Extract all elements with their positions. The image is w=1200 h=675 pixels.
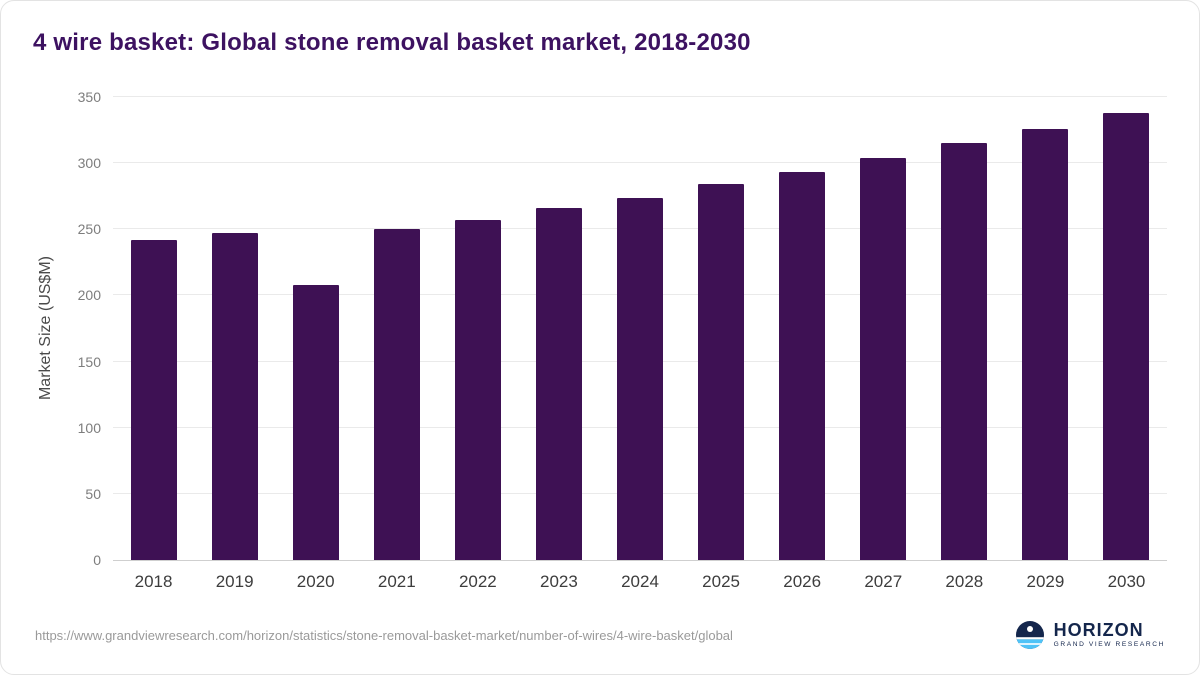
gridline <box>113 96 1167 97</box>
x-tick-label: 2018 <box>134 572 173 591</box>
bar-2029 <box>1022 128 1069 560</box>
bar-2028 <box>941 143 988 560</box>
bar-2023 <box>535 208 582 560</box>
x-tick-label: 2023 <box>540 572 578 591</box>
y-tick-label: 150 <box>77 353 101 370</box>
bar-column <box>437 97 518 560</box>
y-axis-label: Market Size (US$M) <box>37 256 54 401</box>
bar-column <box>762 97 843 560</box>
x-tick-label: 2029 <box>1026 572 1065 591</box>
logo-title: HORIZON <box>1053 620 1144 641</box>
logo-subtitle: GRAND VIEW RESEARCH <box>1053 641 1165 649</box>
y-axis-title-wrap: Market Size (US$M) <box>31 97 61 560</box>
bar-column <box>275 97 356 560</box>
bar-column <box>1005 97 1086 560</box>
bars-row <box>113 97 1167 560</box>
horizon-globe-icon <box>1015 620 1045 650</box>
bar-2021 <box>373 229 420 560</box>
y-tick-label: 50 <box>85 485 101 502</box>
source-url: https://www.grandviewresearch.com/horizo… <box>35 627 733 643</box>
bar-2025 <box>698 184 745 560</box>
logo-text: HORIZON GRAND VIEW RESEARCH <box>1054 621 1165 649</box>
x-tick-label: 2028 <box>945 572 984 591</box>
bar-2022 <box>454 220 501 560</box>
footer: https://www.grandviewresearch.com/horizo… <box>31 620 1167 654</box>
x-tick-label: 2019 <box>215 572 254 591</box>
bar-column <box>599 97 680 560</box>
x-tick-label: 2030 <box>1107 572 1146 591</box>
y-tick-label: 350 <box>77 89 101 105</box>
bar-2020 <box>292 284 339 560</box>
y-tick-label: 200 <box>77 287 101 304</box>
bar-column <box>681 97 762 560</box>
bar-column <box>518 97 599 560</box>
bar-column <box>843 97 924 560</box>
gridline <box>113 162 1167 164</box>
y-tick-labels: 0 50 100 150 200 250 300 350 <box>61 89 113 568</box>
bar-2030 <box>1103 112 1150 560</box>
bar-column <box>924 97 1005 560</box>
horizon-logo: HORIZON GRAND VIEW RESEARCH <box>1015 620 1165 650</box>
bar-2019 <box>211 233 258 560</box>
plot-area <box>113 96 1167 561</box>
bar-2026 <box>779 172 826 560</box>
bar-column <box>194 97 275 560</box>
x-tick-label: 2020 <box>296 572 335 591</box>
y-tick-label: 0 <box>93 552 101 568</box>
x-tick-label: 2027 <box>864 572 903 591</box>
bar-column <box>356 97 437 560</box>
bar-column <box>1086 97 1167 560</box>
bar-2027 <box>860 157 907 560</box>
chart-title: 4 wire basket: Global stone removal bask… <box>33 29 751 56</box>
x-tick-label: 2025 <box>702 572 740 591</box>
bar-2018 <box>130 239 177 560</box>
bar-chart: Market Size (US$M) 0 50 100 150 200 250 300 350 <box>31 89 1167 568</box>
y-tick-label: 300 <box>77 155 101 172</box>
x-tick-label: 2026 <box>783 572 822 591</box>
bar-column <box>113 97 194 560</box>
bar-2024 <box>617 197 663 560</box>
x-tick-label: 2024 <box>621 572 659 591</box>
x-tick-label: 2022 <box>458 572 497 591</box>
x-tick-label: 2021 <box>377 572 416 591</box>
y-tick-label: 100 <box>77 419 101 436</box>
x-axis-labels: 2018 2019 2020 2021 2022 2023 2024 2025 2026 2027… <box>113 572 1167 592</box>
y-tick-label: 250 <box>77 221 101 238</box>
